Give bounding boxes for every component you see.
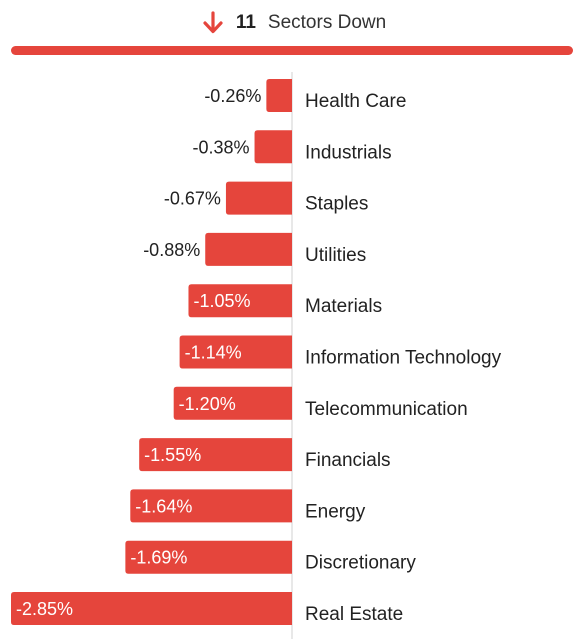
category-label: Real Estate <box>305 604 403 625</box>
bar-utilities[interactable] <box>205 232 292 266</box>
category-label: Industrials <box>305 142 392 163</box>
category-label: Energy <box>305 501 366 522</box>
sectors-down-count: 11 <box>235 12 256 33</box>
value-label: -0.26% <box>204 86 261 106</box>
value-label: -1.05% <box>193 291 250 311</box>
bar-real-estate[interactable] <box>11 592 292 625</box>
category-label: Telecommunication <box>305 399 468 420</box>
chart-header: 11 Sectors Down <box>0 4 586 42</box>
category-label: Staples <box>305 194 368 215</box>
value-label: -1.20% <box>179 394 236 414</box>
bar-materials[interactable] <box>188 284 292 318</box>
arrow-down-icon <box>203 11 223 34</box>
bar-energy[interactable] <box>130 489 292 523</box>
category-label: Health Care <box>305 91 406 112</box>
bar-discretionary[interactable] <box>125 540 292 574</box>
bar-staples[interactable] <box>225 181 292 215</box>
bar-telecommunication[interactable] <box>173 386 292 420</box>
bar-industrials[interactable] <box>254 130 292 164</box>
category-label: Utilities <box>305 245 366 266</box>
category-label: Information Technology <box>305 348 502 369</box>
value-label: -1.55% <box>144 445 201 465</box>
category-label: Materials <box>305 296 382 317</box>
value-label: -0.88% <box>143 240 200 260</box>
sectors-down-label: Sectors Down <box>267 12 387 33</box>
header-progress-bar <box>11 46 573 55</box>
bar-financials[interactable] <box>139 438 292 472</box>
category-label: Discretionary <box>305 553 416 574</box>
bar-health-care[interactable] <box>266 79 292 112</box>
value-label: -1.69% <box>130 548 187 568</box>
value-label: -0.67% <box>164 189 221 209</box>
value-label: -1.14% <box>185 343 242 363</box>
value-label: -2.85% <box>16 599 73 619</box>
value-label: -1.64% <box>135 496 192 516</box>
value-label: -0.38% <box>192 137 249 157</box>
category-label: Financials <box>305 450 391 471</box>
bar-information-technology[interactable] <box>179 335 292 369</box>
